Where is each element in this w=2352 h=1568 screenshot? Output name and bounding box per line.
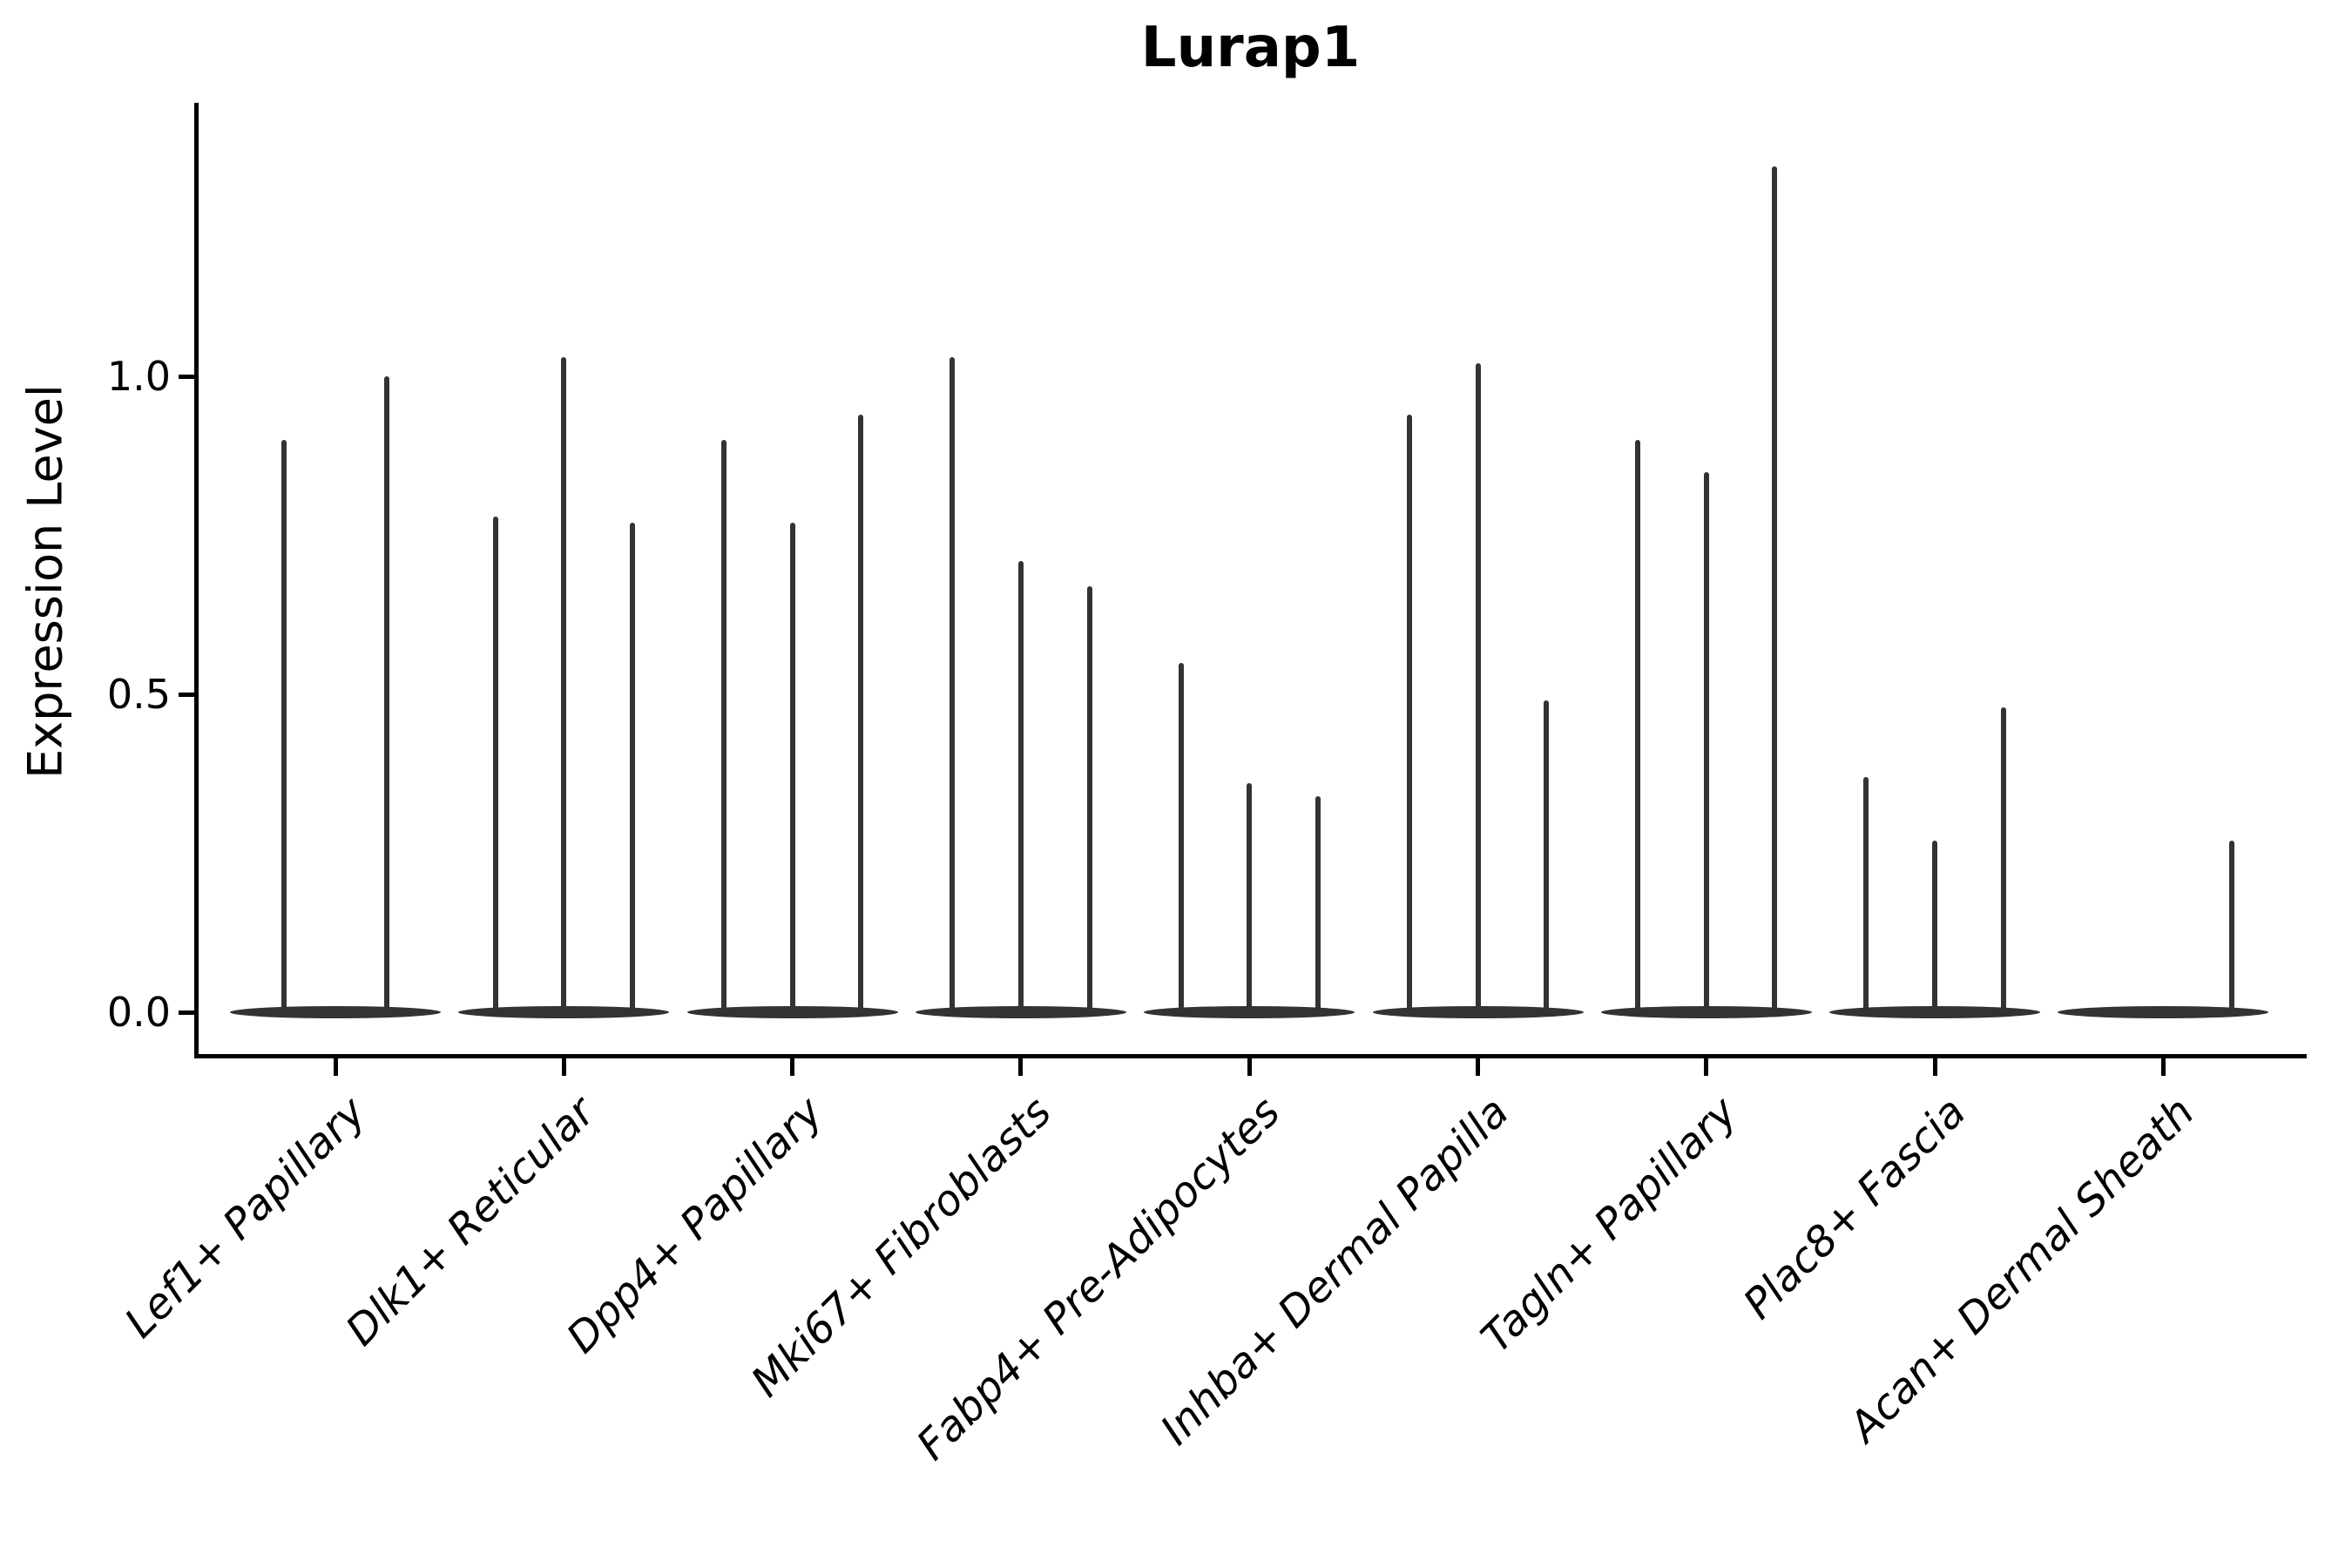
- x-tick-mark: [1704, 1058, 1709, 1076]
- x-tick-mark: [333, 1058, 338, 1076]
- violin-spike: [629, 522, 635, 1016]
- y-tick-label: 0.5: [106, 671, 171, 718]
- y-axis-spine: [194, 103, 199, 1058]
- x-tick-mark: [1932, 1058, 1937, 1076]
- violin-spike: [720, 440, 727, 1016]
- violin-spike: [1406, 414, 1412, 1016]
- violin-zero-bulk: [2058, 1006, 2269, 1018]
- x-axis-label: Plac8+ Fascia: [1734, 1087, 1976, 1329]
- chart-title: Lurap1: [1140, 16, 1361, 80]
- y-tick-label: 1.0: [106, 353, 171, 400]
- violin-spike: [1703, 471, 1709, 1016]
- x-axis-label: Lef1+ Papillary: [116, 1087, 376, 1348]
- violin-spike: [950, 357, 956, 1016]
- y-tick-label: 0.0: [106, 989, 171, 1036]
- violin-spike: [2229, 840, 2235, 1016]
- violin-zero-bulk: [230, 1006, 441, 1018]
- violin-spike: [492, 516, 498, 1016]
- x-axis-label: Tagln+ Papillary: [1471, 1087, 1747, 1362]
- y-tick-mark: [179, 692, 194, 697]
- violin-spike: [280, 440, 287, 1016]
- violin-spike: [1315, 795, 1321, 1016]
- x-tick-mark: [790, 1058, 795, 1076]
- x-axis-spine: [194, 1054, 2307, 1058]
- violin-spike: [1178, 662, 1184, 1016]
- violin-spike: [1247, 783, 1253, 1016]
- violin-spike: [1017, 560, 1024, 1016]
- violin-spike: [561, 357, 567, 1016]
- violin-spike: [858, 414, 864, 1016]
- y-tick-mark: [179, 374, 194, 379]
- x-tick-mark: [2160, 1058, 2166, 1076]
- violin-spike: [1932, 840, 1938, 1016]
- violin-spike: [1863, 776, 1869, 1016]
- violin-spike: [789, 522, 795, 1016]
- x-axis-label: Fabp4+ Pre-Adipocytes: [907, 1087, 1290, 1470]
- violin-spike: [1544, 700, 1550, 1016]
- x-tick-mark: [1018, 1058, 1024, 1076]
- violin-spike: [1475, 363, 1481, 1016]
- x-axis-label: Dpp4+ Papillary: [558, 1087, 833, 1363]
- violin-spike: [1772, 166, 1778, 1016]
- violin-spike: [1086, 585, 1092, 1016]
- violin-spike: [2000, 706, 2006, 1016]
- x-tick-mark: [561, 1058, 566, 1076]
- x-tick-mark: [1476, 1058, 1480, 1076]
- x-tick-mark: [1247, 1058, 1252, 1076]
- y-tick-mark: [179, 1010, 194, 1015]
- x-axis-label: Dlk1+ Reticular: [336, 1087, 605, 1355]
- violin-spike: [1635, 440, 1641, 1016]
- violin-spike: [384, 376, 390, 1016]
